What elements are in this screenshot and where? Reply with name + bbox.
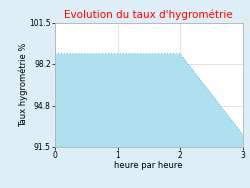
Title: Evolution du taux d'hygrométrie: Evolution du taux d'hygrométrie xyxy=(64,10,233,20)
X-axis label: heure par heure: heure par heure xyxy=(114,161,183,170)
Y-axis label: Taux hygrométrie %: Taux hygrométrie % xyxy=(18,42,28,127)
